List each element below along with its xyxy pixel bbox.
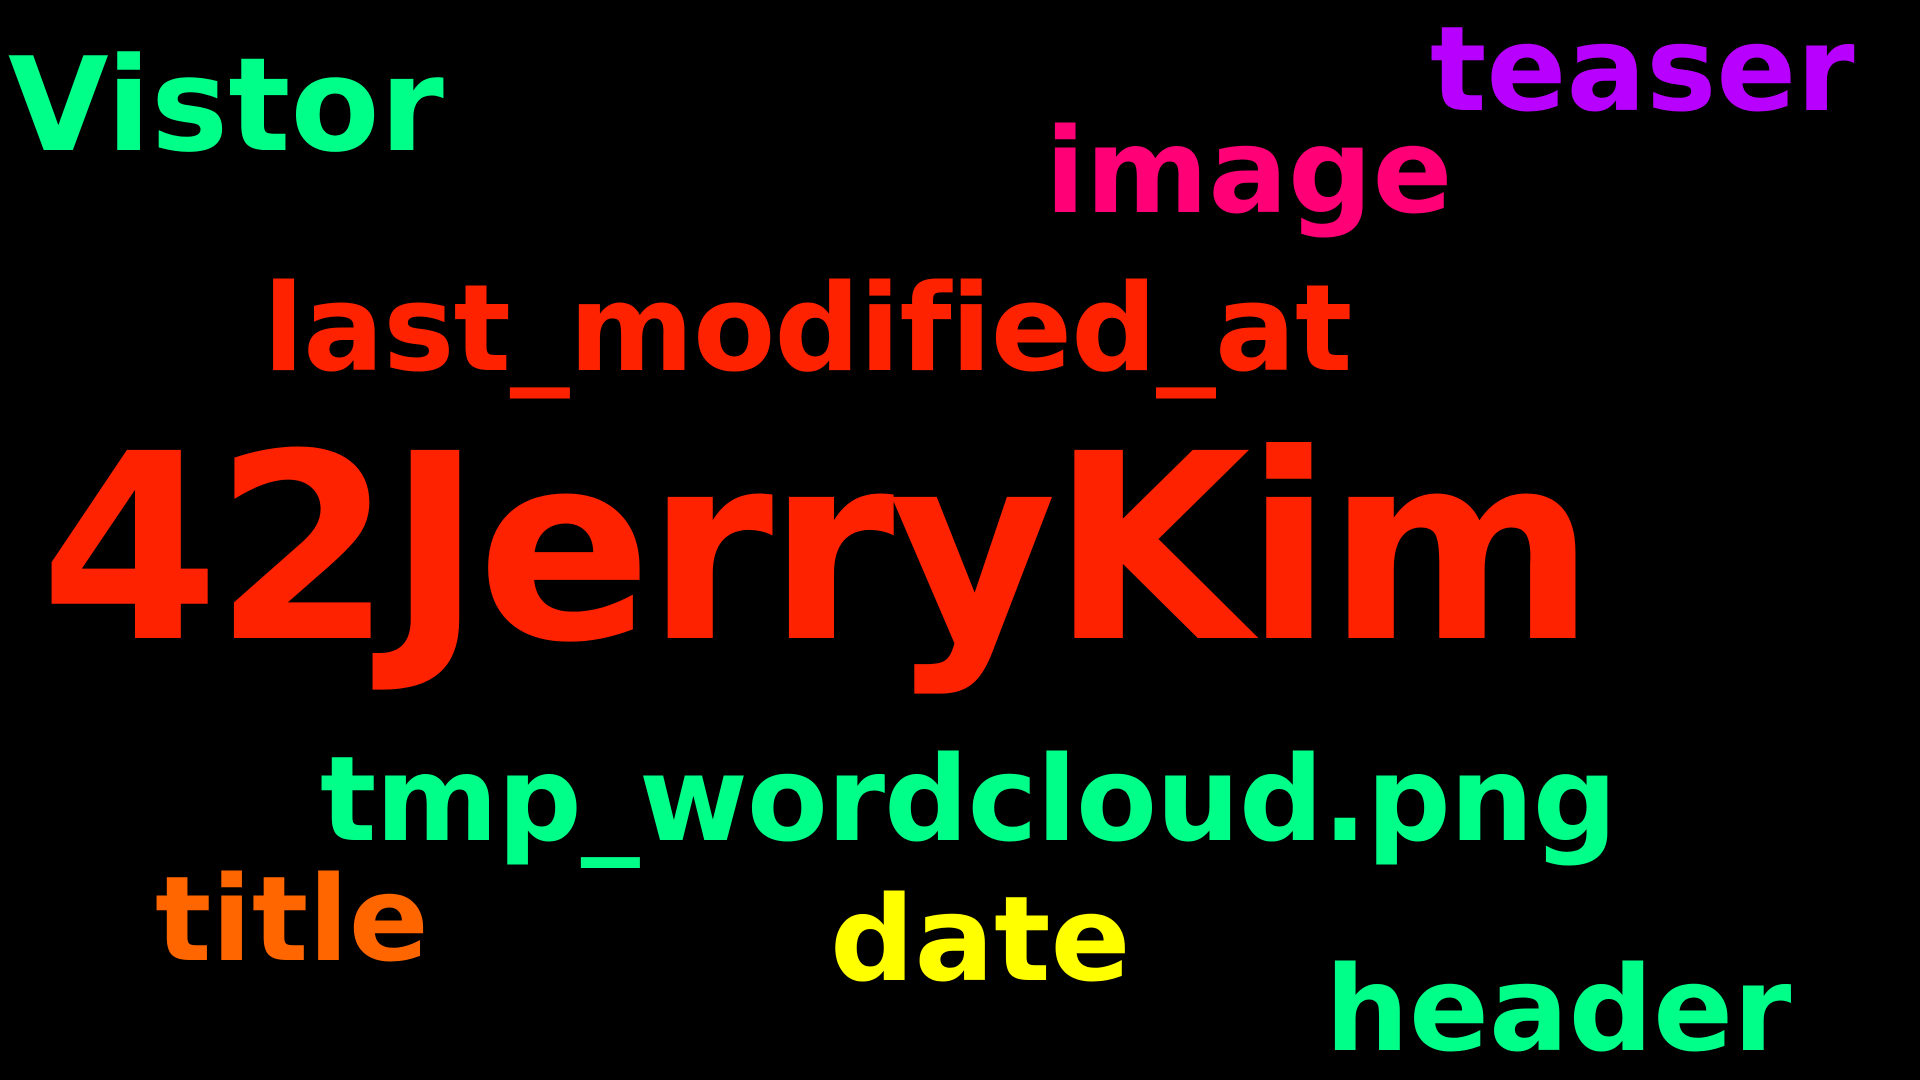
word-last-modified-at: last_modified_at [263, 260, 1352, 399]
word-teaser: teaser [1430, 0, 1855, 138]
word-title: title [155, 850, 429, 988]
word-tmp-wordcloud-png: tmp_wordcloud.png [320, 730, 1617, 868]
word-image: image [1045, 102, 1453, 240]
word-vistor: Vistor [8, 29, 444, 181]
word-header: header [1325, 940, 1792, 1078]
word-date: date [830, 870, 1131, 1008]
word-42jerrykim: 42JerryKim [40, 399, 1596, 699]
